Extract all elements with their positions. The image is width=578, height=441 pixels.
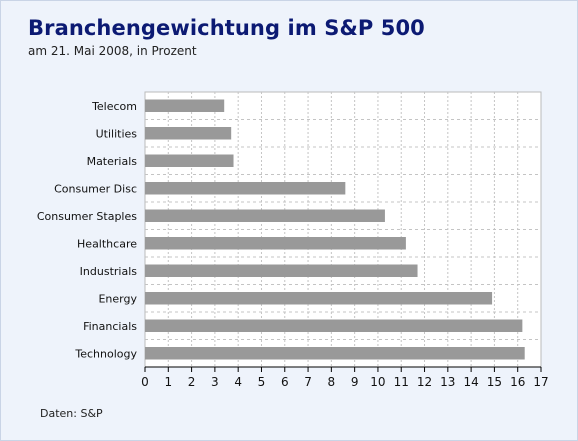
x-tick-label: 1 <box>164 375 172 389</box>
x-tick-label: 15 <box>487 375 502 389</box>
bar-industrials <box>145 264 418 277</box>
x-tick-label: 17 <box>533 375 548 389</box>
category-label: Consumer Disc <box>54 182 137 195</box>
x-tick-label: 14 <box>463 375 478 389</box>
category-label: Healthcare <box>77 237 137 250</box>
x-tick-label: 16 <box>510 375 525 389</box>
category-labels: Telecom Utilities Materials Consumer Disc Co… <box>37 100 138 361</box>
x-tick-label: 13 <box>440 375 455 389</box>
category-label: Consumer Staples <box>37 210 137 223</box>
x-tick-label: 0 <box>141 375 149 389</box>
x-tick-label: 5 <box>258 375 266 389</box>
category-label: Materials <box>87 155 138 168</box>
category-label: Industrials <box>80 265 138 278</box>
category-label: Utilities <box>96 127 138 140</box>
category-label: Financials <box>83 320 137 333</box>
category-label: Telecom <box>91 100 137 113</box>
x-tick-label: 3 <box>211 375 219 389</box>
x-tick-label: 11 <box>394 375 409 389</box>
x-tick-label: 7 <box>304 375 312 389</box>
source-note: Daten: S&P <box>40 407 103 420</box>
x-tick-label: 10 <box>370 375 385 389</box>
bars-group <box>145 99 525 360</box>
bar-consumer-disc <box>145 182 346 195</box>
bar-consumer-staples <box>145 209 385 222</box>
category-label: Technology <box>74 347 137 360</box>
x-tick-label: 6 <box>281 375 289 389</box>
chart-title: Branchengewichtung im S&P 500 <box>28 16 425 40</box>
x-tick-label: 12 <box>417 375 432 389</box>
bar-technology <box>145 347 525 360</box>
bar-materials <box>145 154 234 167</box>
x-tick-label: 2 <box>188 375 196 389</box>
x-tick-label: 8 <box>328 375 336 389</box>
bar-financials <box>145 319 523 332</box>
bar-healthcare <box>145 237 406 250</box>
bar-telecom <box>145 99 225 112</box>
category-label: Energy <box>98 292 137 305</box>
chart-subtitle: am 21. Mai 2008, in Prozent <box>28 44 197 58</box>
x-tick-label: 9 <box>351 375 359 389</box>
x-axis: 0 1 2 3 4 5 6 7 8 9 10 11 12 13 14 15 16 17 <box>141 366 549 389</box>
bar-utilities <box>145 127 232 140</box>
bar-energy <box>145 292 493 305</box>
x-tick-label: 4 <box>234 375 242 389</box>
